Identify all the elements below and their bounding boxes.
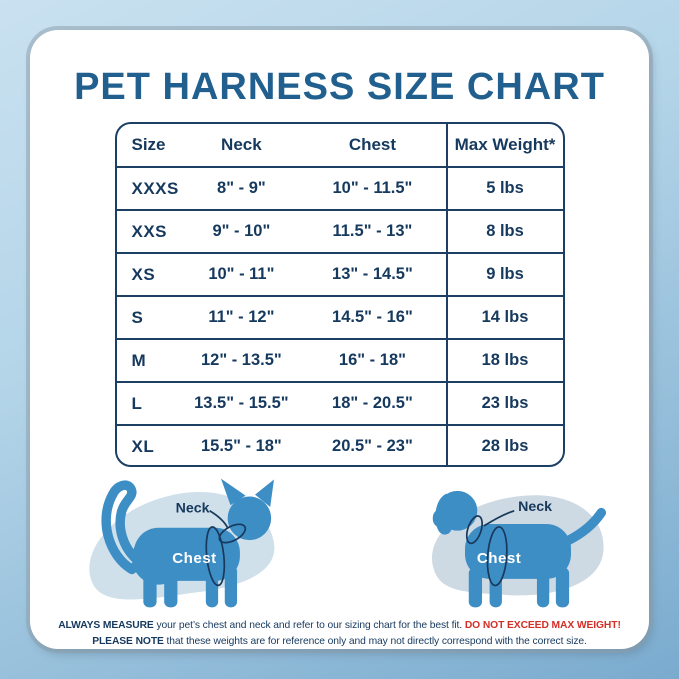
footnote-line2-text: that these weights are for reference onl… [163, 635, 587, 647]
neck-cell: 13.5" - 15.5" [183, 382, 300, 426]
chest-cell: 14.5" - 16" [299, 296, 448, 340]
dog-neck-pointer-line [483, 509, 515, 527]
max-weight-cell: 18 lbs [446, 339, 563, 383]
table-header-row: Size Neck Chest Max Weight* [116, 124, 563, 168]
page-title: PET HARNESS SIZE CHART [74, 66, 605, 108]
size-cell: XL [131, 436, 155, 456]
footnote: ALWAYS MEASURE your pet’s chest and neck… [49, 618, 631, 649]
table-row: XS 10" - 11" 13" - 14.5" 9 lbs [116, 253, 563, 297]
footnote-always-measure: ALWAYS MEASURE [58, 620, 154, 632]
cat-chest-label: Chest [172, 550, 216, 567]
size-cell: L [116, 382, 184, 426]
neck-cell: 9" - 10" [183, 210, 300, 254]
max-weight-cell: 8 lbs [446, 210, 563, 254]
max-weight-cell: 23 lbs [446, 382, 563, 426]
size-table: Size Neck Chest Max Weight* XXXS 8" - 9"… [114, 122, 565, 467]
dog-illustration: Neck Chest [431, 490, 607, 608]
dog-chest-measure-line [486, 526, 508, 587]
dog-neck-measure-line [465, 515, 483, 545]
column-header-neck: Neck [183, 124, 300, 168]
chest-cell: 20.5" - 23" [299, 425, 448, 465]
size-chart-card: PET HARNESS SIZE CHART Size Neck Chest M… [30, 30, 649, 649]
cat-neck-pointer-line [209, 510, 229, 529]
table-row: L 13.5" - 15.5" 18" - 20.5" 23 lbs [116, 382, 563, 426]
column-header-max-weight: Max Weight* [446, 124, 563, 168]
column-header-chest: Chest [299, 124, 448, 168]
cat-neck-measure-line [218, 523, 247, 544]
table-row: XXS 9" - 10" 11.5" - 13" 8 lbs [116, 210, 563, 254]
table-row: M 12" - 13.5" 16" - 18" 18 lbs [116, 339, 563, 383]
chest-cell: 18" - 20.5" [299, 382, 448, 426]
max-weight-cell: 9 lbs [446, 253, 563, 297]
size-cell: XXXS [116, 167, 184, 211]
dog-neck-label: Neck [518, 499, 552, 515]
neck-cell: 15.5" - 18" [200, 437, 282, 455]
footnote-max-weight-warning: DO NOT EXCEED MAX WEIGHT! [464, 620, 621, 632]
neck-cell: 8" - 9" [183, 167, 300, 211]
dog-chest-label: Chest [477, 550, 521, 567]
chest-cell: 10" - 11.5" [299, 167, 448, 211]
max-weight-cell: 5 lbs [446, 167, 563, 211]
cat-chest-measure-line [205, 526, 226, 587]
table-row: XXXS 8" - 9" 10" - 11.5" 5 lbs [116, 167, 563, 211]
neck-cell: 10" - 11" [183, 253, 300, 297]
cat-neck-label: Neck [176, 501, 210, 517]
size-cell: XXS [116, 210, 184, 254]
chest-cell: 13" - 14.5" [299, 253, 448, 297]
cat-silhouette [101, 478, 274, 608]
neck-cell: 12" - 13.5" [183, 339, 300, 383]
column-header-size: Size [116, 124, 184, 168]
footnote-line1-text: your pet’s chest and neck and refer to o… [153, 620, 465, 632]
table-row: XL 15.5" - 18" 20.5" - 23" 28 lbs [117, 425, 563, 465]
cat-illustration: Neck Chest [89, 478, 275, 608]
measuring-illustrations: Neck Chest Neck Chest [30, 471, 649, 616]
max-weight-cell: 14 lbs [446, 296, 563, 340]
size-cell: S [116, 296, 184, 340]
size-cell: M [116, 339, 184, 383]
table-row: S 11" - 12" 14.5" - 16" 14 lbs [116, 296, 563, 340]
footnote-please-note: PLEASE NOTE [92, 635, 164, 647]
neck-cell: 11" - 12" [183, 296, 300, 340]
size-cell: XS [116, 253, 184, 297]
chest-cell: 16" - 18" [299, 339, 448, 383]
max-weight-cell: 28 lbs [481, 437, 529, 455]
chest-cell: 11.5" - 13" [299, 210, 448, 254]
